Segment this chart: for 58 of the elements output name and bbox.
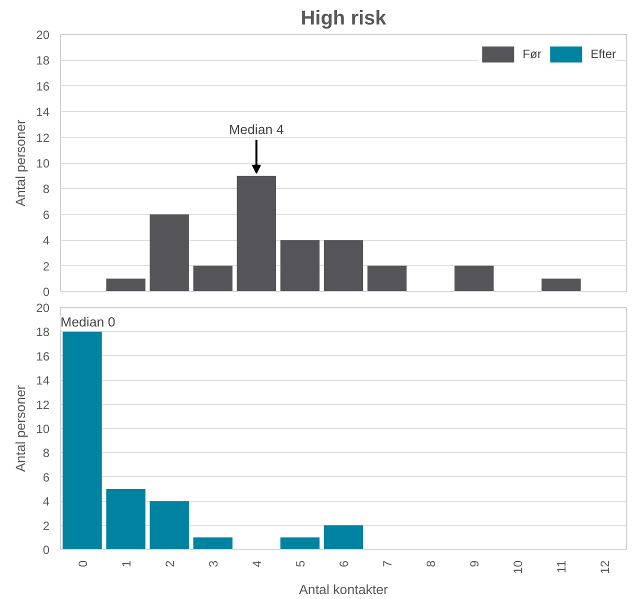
- y-axis-title: Antal personer: [13, 384, 28, 472]
- bar: [106, 278, 146, 292]
- legend-label: Efter: [590, 47, 616, 61]
- y-tick-label: 20: [36, 301, 50, 315]
- bar: [150, 501, 189, 550]
- x-tick-label: 7: [380, 560, 395, 568]
- y-tick-label: 16: [36, 79, 50, 94]
- y-tick-label: 2: [42, 259, 50, 274]
- y-tick-label: 14: [36, 105, 50, 120]
- y-tick-label: 10: [36, 422, 50, 436]
- bar: [324, 525, 364, 550]
- bar: [324, 240, 364, 292]
- bar: [150, 214, 189, 292]
- y-tick-label: 4: [42, 494, 50, 509]
- y-tick-label: 8: [42, 182, 50, 196]
- x-tick-label: 2: [162, 560, 177, 568]
- x-tick-label: 10: [511, 560, 526, 574]
- y-tick-label: 0: [42, 543, 50, 557]
- x-tick-label: 12: [598, 560, 612, 574]
- x-tick-label: 8: [424, 560, 438, 568]
- chart-title: High risk: [300, 8, 388, 30]
- x-tick-label: 0: [76, 560, 90, 568]
- bar: [367, 266, 407, 292]
- annotation: Median 4: [229, 122, 284, 137]
- bar: [454, 266, 494, 292]
- legend-label: Før: [522, 47, 542, 61]
- x-tick-label: 6: [337, 560, 351, 568]
- y-tick-label: 12: [36, 130, 50, 145]
- x-axis-title: Antal kontakter: [299, 582, 389, 597]
- x-tick-label: 1: [119, 560, 134, 568]
- bar: [236, 176, 276, 292]
- y-axis-title: Antal personer: [13, 119, 28, 206]
- bar: [280, 240, 320, 292]
- bar: [280, 537, 320, 550]
- y-tick-label: 16: [36, 349, 50, 364]
- x-tick-label: 3: [206, 560, 220, 568]
- y-tick-label: 20: [36, 28, 50, 42]
- x-tick-label: 11: [554, 560, 569, 573]
- y-tick-label: 8: [42, 446, 50, 460]
- y-tick-label: 4: [42, 234, 50, 248]
- x-tick-label: 9: [468, 560, 482, 568]
- x-tick-label: 5: [293, 560, 308, 568]
- y-tick-label: 6: [42, 208, 50, 222]
- y-tick-label: 6: [42, 470, 50, 484]
- bar: [542, 278, 581, 292]
- y-tick-label: 18: [36, 325, 50, 340]
- x-tick-label: 4: [250, 560, 264, 568]
- y-tick-label: 0: [42, 285, 50, 299]
- bar: [106, 489, 146, 550]
- y-tick-label: 18: [36, 54, 50, 68]
- bar: [193, 537, 232, 550]
- y-tick-label: 10: [36, 156, 50, 170]
- bar: [62, 332, 102, 550]
- bar: [193, 266, 232, 292]
- y-tick-label: 14: [36, 374, 50, 388]
- y-tick-label: 2: [42, 518, 50, 533]
- y-tick-label: 12: [36, 398, 50, 412]
- annotation: Median 0: [60, 314, 116, 330]
